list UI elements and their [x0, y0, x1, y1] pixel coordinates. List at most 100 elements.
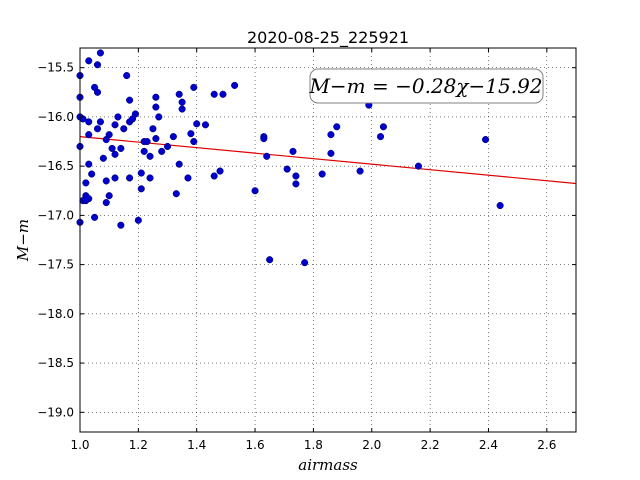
data-point	[137, 185, 145, 193]
data-point	[146, 152, 154, 160]
x-tick-label: 2.6	[537, 438, 556, 452]
y-tick-label: −17.5	[37, 258, 74, 272]
data-point	[91, 213, 99, 221]
y-tick-label: −18.5	[37, 356, 74, 370]
data-point	[187, 130, 195, 138]
data-point	[96, 118, 104, 126]
y-tick-label: −18.0	[37, 307, 74, 321]
data-point	[93, 88, 102, 96]
data-point	[117, 144, 125, 152]
equation-legend-frame	[309, 68, 544, 104]
x-tick-label: 1.8	[304, 438, 323, 452]
y-tick-label: −17.0	[37, 208, 74, 222]
data-point	[260, 135, 268, 143]
data-point	[231, 81, 239, 89]
data-point	[93, 125, 102, 133]
data-point	[126, 96, 134, 104]
data-point	[178, 105, 186, 113]
y-tick-label: −16.0	[37, 110, 74, 124]
data-point	[219, 90, 227, 98]
y-axis-label: M−m	[14, 219, 32, 262]
x-tick-label: 2.2	[421, 438, 440, 452]
data-point	[117, 221, 125, 229]
data-point	[263, 152, 271, 160]
data-point	[85, 160, 93, 168]
x-tick-label: 1.0	[70, 438, 89, 452]
data-point	[251, 187, 259, 195]
data-point	[210, 172, 218, 180]
plot-frame	[79, 47, 577, 433]
data-point	[193, 120, 201, 128]
data-point	[111, 150, 119, 158]
grid	[79, 48, 576, 432]
data-point	[327, 131, 335, 139]
data-point	[283, 165, 291, 173]
data-point	[146, 174, 154, 182]
data-point	[318, 170, 326, 178]
data-point	[190, 137, 198, 146]
data-point	[172, 190, 180, 198]
data-point	[114, 113, 122, 121]
data-point	[216, 167, 224, 175]
equation-text: M−m = −0.28χ−15.92	[308, 74, 542, 98]
x-axis-label: airmass	[298, 456, 358, 474]
data-point	[111, 121, 119, 129]
fit-line-layer	[79, 136, 577, 185]
data-point	[289, 147, 297, 155]
data-point	[137, 169, 145, 177]
x-tick-label: 1.4	[187, 438, 206, 452]
data-point	[85, 195, 93, 203]
data-point	[414, 162, 422, 170]
data-point	[482, 136, 490, 144]
data-point	[152, 103, 160, 111]
data-point	[175, 160, 183, 168]
data-point	[85, 131, 93, 139]
data-point	[105, 192, 113, 200]
data-point	[376, 133, 385, 141]
data-point	[108, 144, 116, 152]
data-point	[327, 149, 335, 157]
data-point	[99, 154, 107, 162]
data-point	[169, 133, 177, 141]
data-point	[333, 123, 341, 131]
data-point	[292, 172, 300, 180]
data-point	[96, 49, 104, 57]
y-tick-label: −19.0	[37, 405, 74, 419]
data-point	[85, 57, 93, 65]
x-tick-label: 2.0	[362, 438, 381, 452]
data-point	[102, 199, 110, 207]
x-tick-label: 2.4	[479, 438, 498, 452]
data-point	[85, 118, 93, 126]
data-point	[149, 125, 157, 133]
data-point	[184, 174, 192, 182]
data-point	[163, 142, 172, 151]
data-point	[496, 201, 504, 210]
equation-legend: M−m = −0.28χ−15.92	[308, 68, 544, 104]
y-axis-ticks: −15.5 −16.0 −16.5 −17.0 −17.5 −18.0 −18.5 −19.0	[37, 61, 576, 419]
x-axis-ticks: 1.0 1.2 1.4 1.6 1.8 2.0 2.2 2.4 2.6	[70, 48, 556, 452]
chart-title: 2020-08-25_225921	[247, 28, 409, 48]
data-point	[152, 135, 160, 143]
data-point	[356, 167, 364, 175]
data-point	[210, 90, 218, 98]
data-points	[76, 49, 504, 267]
x-tick-label: 1.2	[129, 438, 148, 452]
data-point	[155, 113, 163, 121]
data-point	[123, 72, 131, 80]
data-point	[88, 170, 96, 178]
data-point	[175, 90, 183, 98]
data-point	[126, 174, 134, 182]
data-point	[140, 147, 148, 155]
data-point	[178, 98, 186, 106]
data-point	[301, 259, 309, 267]
x-tick-label: 1.6	[246, 438, 265, 452]
data-point	[292, 180, 300, 188]
fit-line	[79, 136, 577, 185]
data-point	[143, 137, 151, 146]
y-tick-label: −16.5	[37, 159, 74, 173]
data-point	[201, 121, 210, 129]
data-point	[93, 61, 102, 69]
data-point	[158, 147, 166, 155]
data-point	[105, 131, 113, 139]
